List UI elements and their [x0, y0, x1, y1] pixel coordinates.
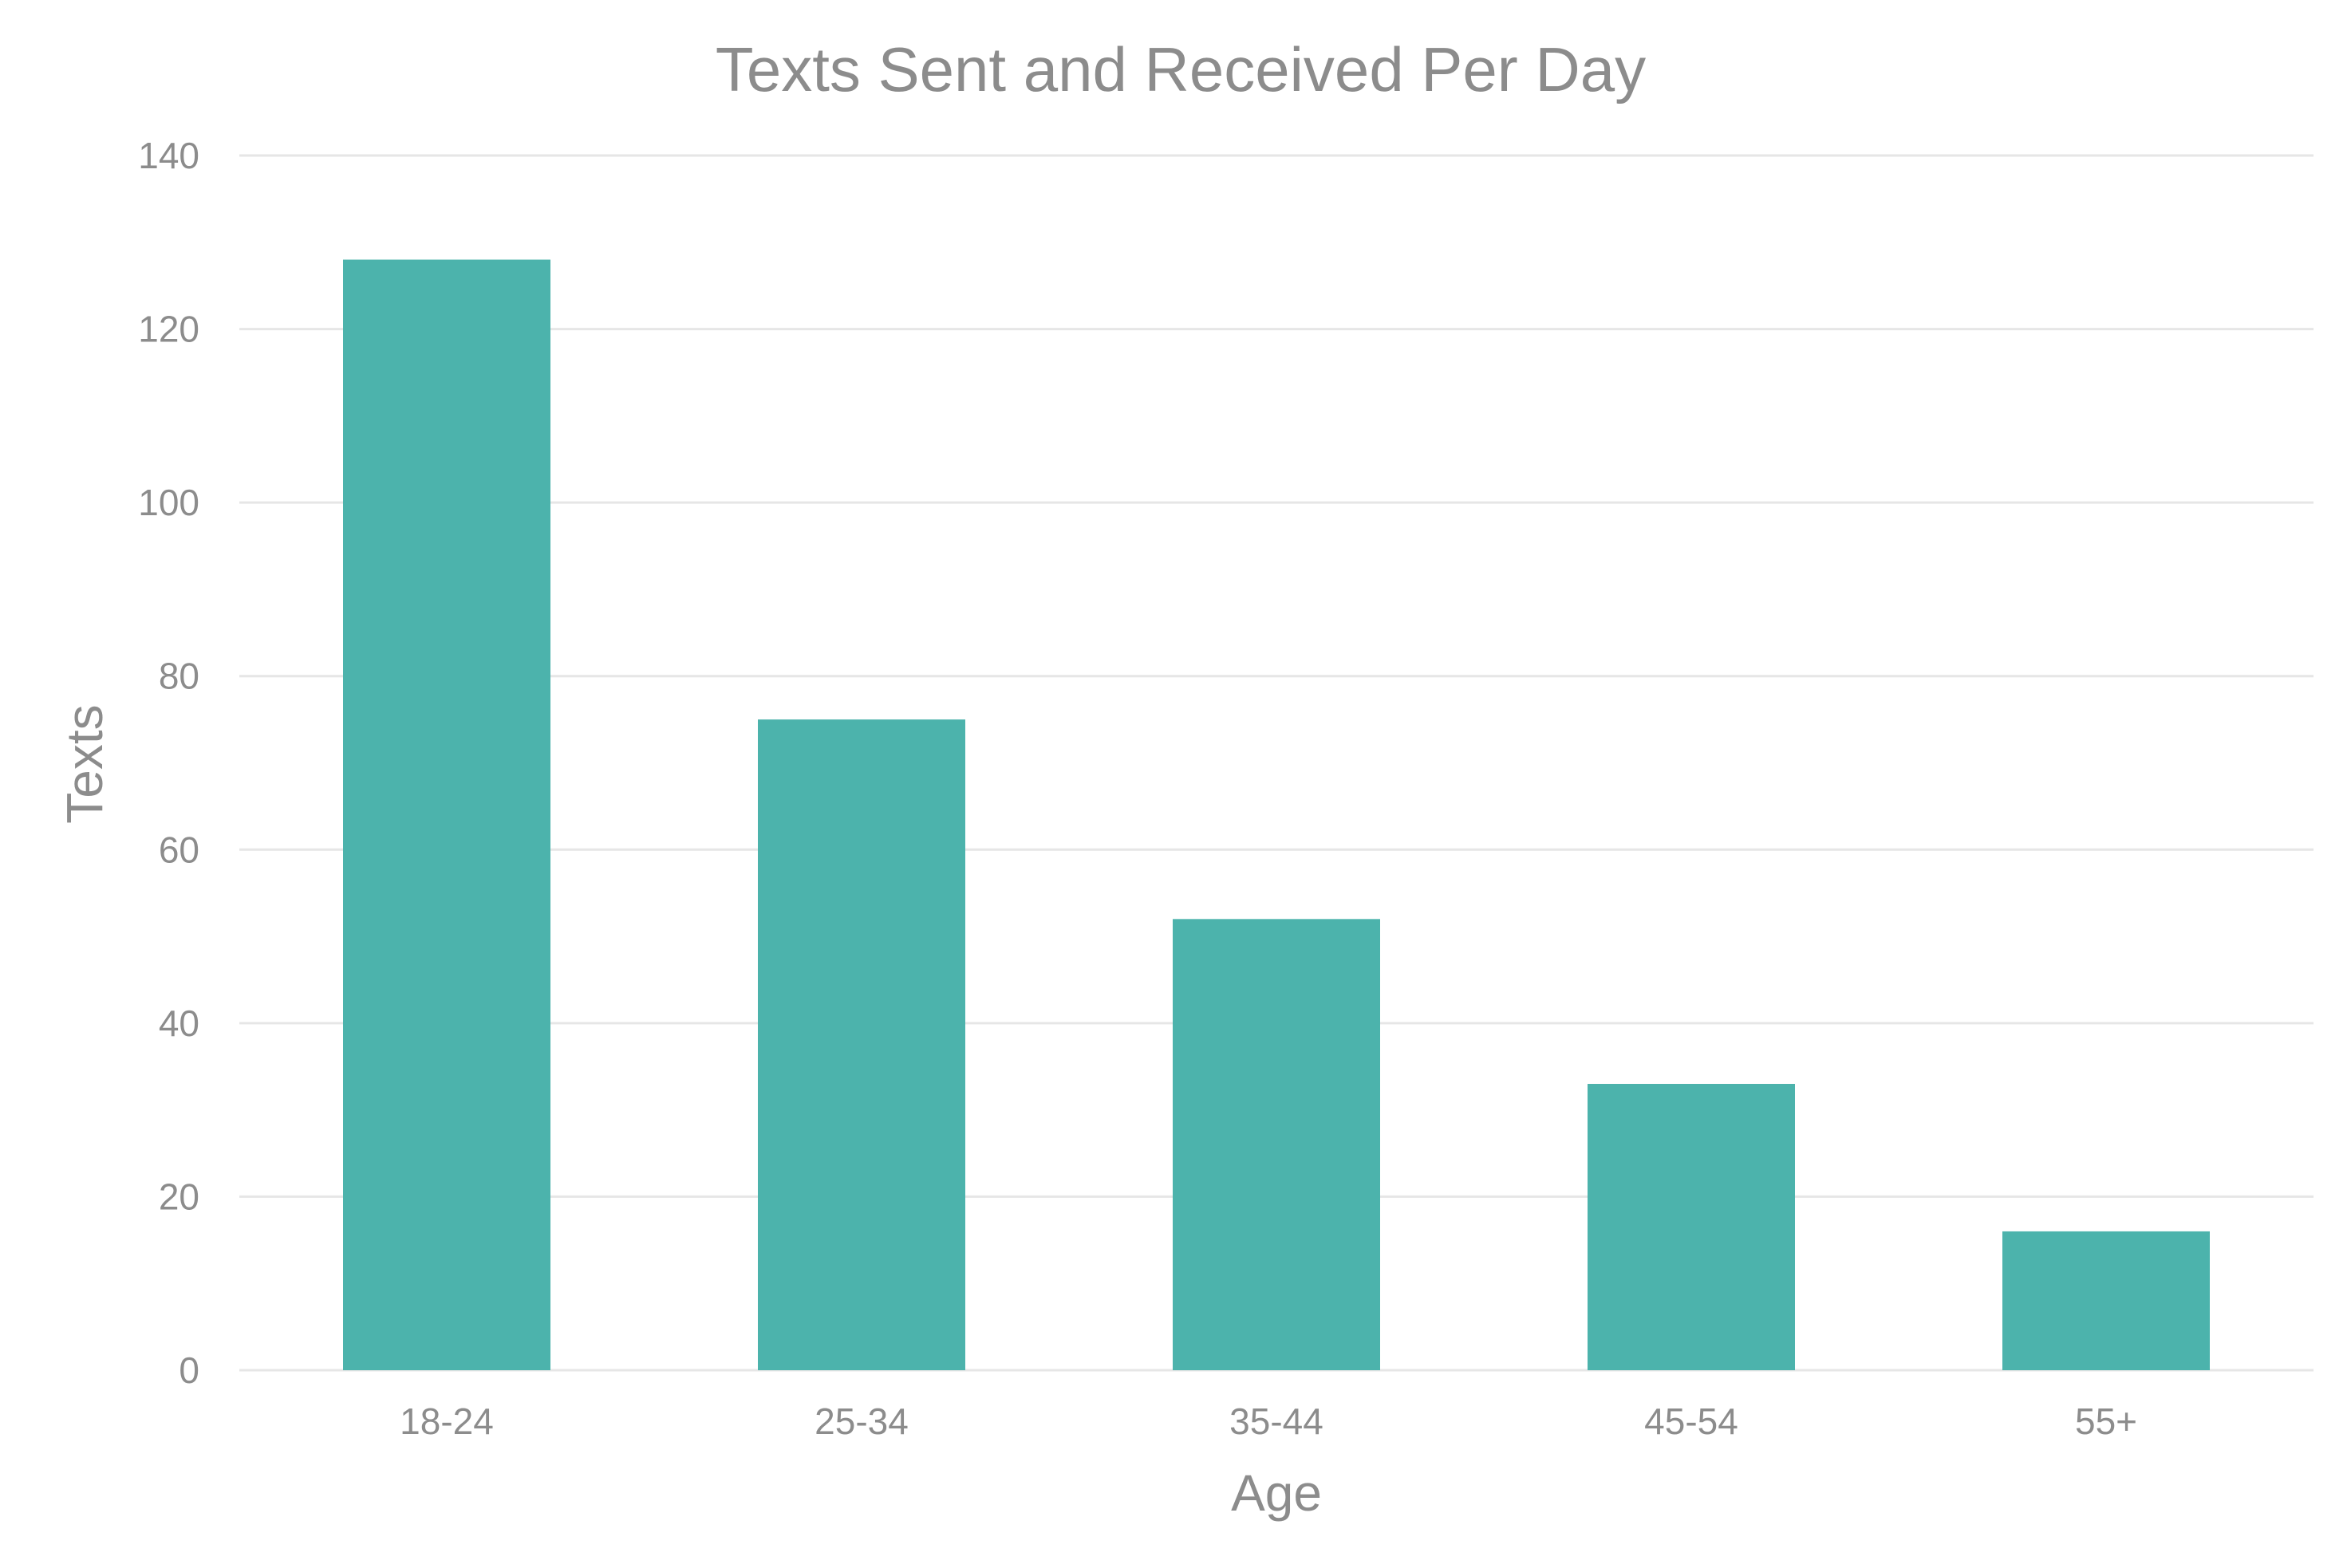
y-axis-label: Texts — [56, 704, 113, 823]
x-tick-label: 55+ — [2075, 1401, 2137, 1442]
x-axis-ticks: 18-24 25-34 35-44 45-54 55+ — [400, 1401, 2137, 1442]
x-axis-label: Age — [1231, 1464, 1322, 1522]
chart-title: Texts Sent and Received Per Day — [716, 34, 1646, 104]
y-tick-label: 40 — [159, 1003, 199, 1044]
x-tick-label: 18-24 — [400, 1401, 494, 1442]
bars — [343, 259, 2210, 1370]
x-tick-label: 35-44 — [1229, 1401, 1323, 1442]
bar-25-34 — [758, 719, 965, 1370]
y-tick-label: 120 — [138, 309, 199, 350]
bar-45-54 — [1588, 1084, 1795, 1370]
y-tick-label: 20 — [159, 1176, 199, 1217]
y-axis-ticks: 0 20 40 60 80 100 120 140 — [138, 135, 199, 1391]
x-tick-label: 25-34 — [815, 1401, 909, 1442]
bar-35-44 — [1173, 919, 1380, 1370]
y-tick-label: 100 — [138, 482, 199, 523]
bar-55+ — [2002, 1231, 2210, 1370]
bar-18-24 — [343, 259, 550, 1370]
y-tick-label: 60 — [159, 829, 199, 870]
y-tick-label: 80 — [159, 656, 199, 697]
x-tick-label: 45-54 — [1644, 1401, 1738, 1442]
y-tick-label: 140 — [138, 135, 199, 176]
y-tick-label: 0 — [179, 1349, 199, 1391]
